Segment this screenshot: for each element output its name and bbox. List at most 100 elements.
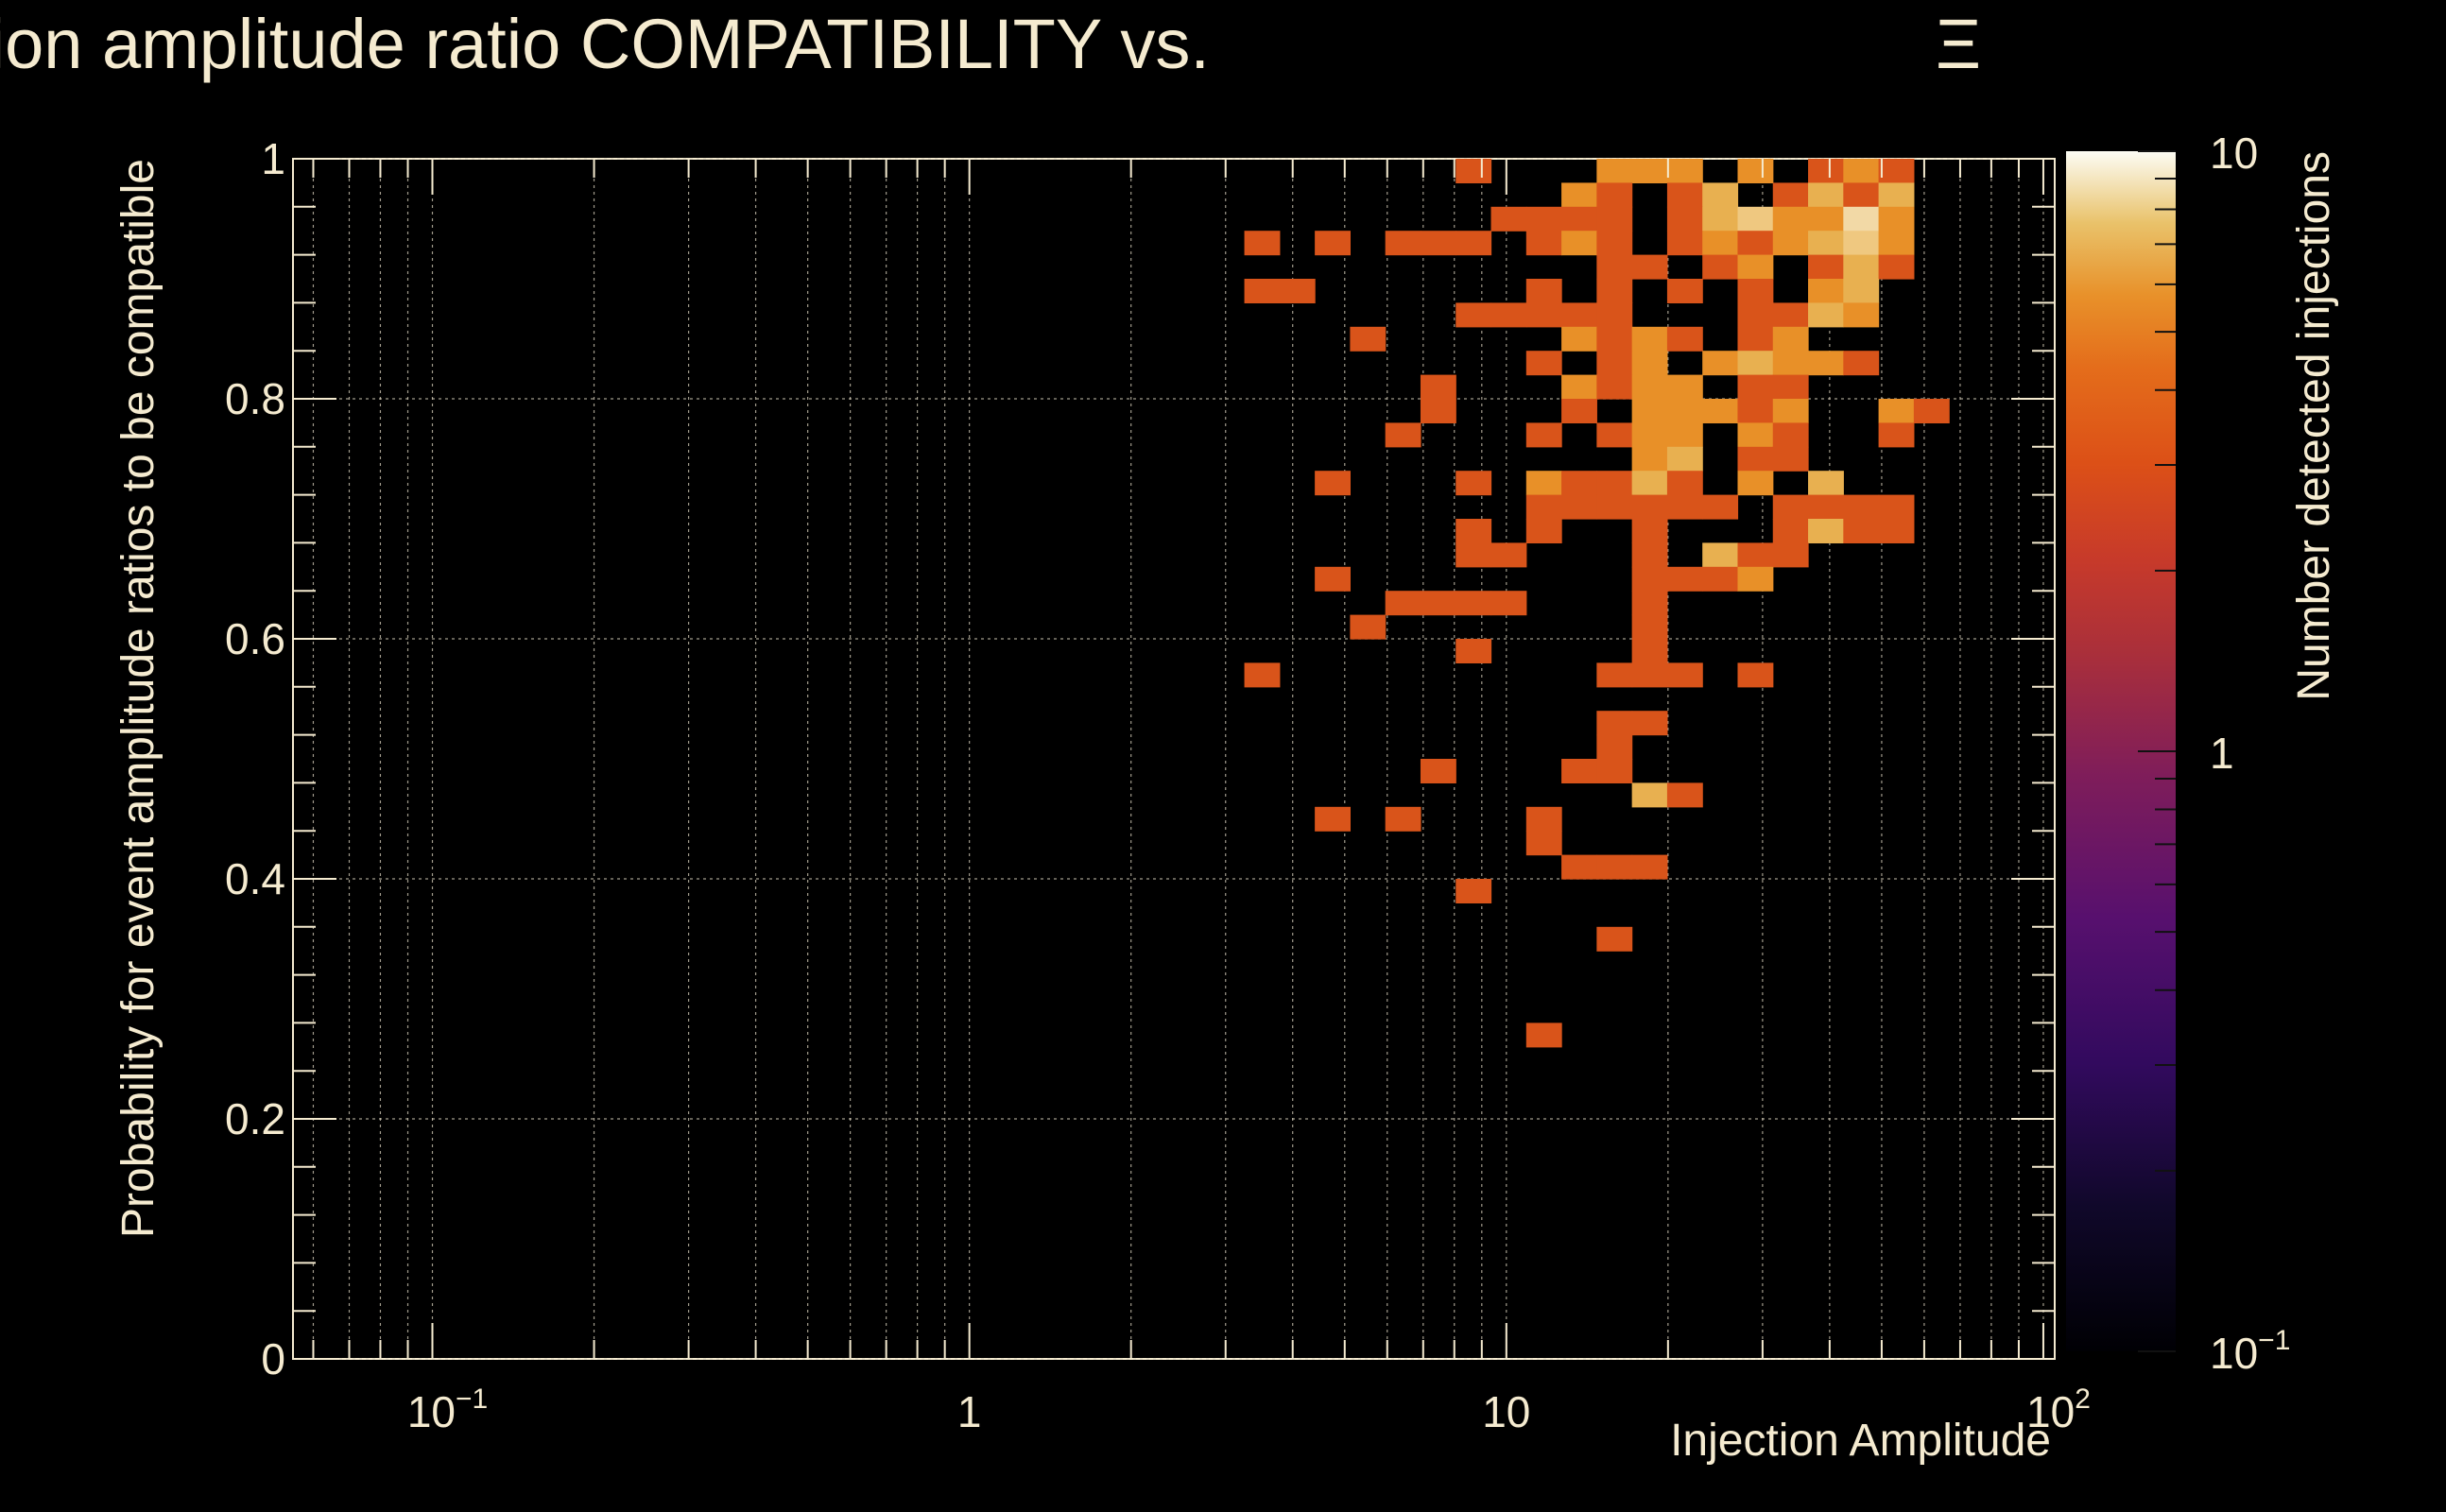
heatmap-cell (1491, 302, 1527, 327)
heatmap-cell (1667, 782, 1703, 807)
heatmap-cell (1702, 207, 1738, 232)
heatmap-cell (1561, 495, 1597, 520)
heatmap-cell (1737, 447, 1773, 472)
heatmap-cell (1596, 182, 1632, 207)
heatmap-cell (1702, 351, 1738, 375)
heatmap-cell (1737, 542, 1773, 567)
heatmap-cell (1596, 711, 1632, 735)
heatmap-cell (1808, 519, 1844, 543)
heatmap-cell (1526, 207, 1562, 232)
heatmap-cell (1773, 207, 1809, 232)
heatmap-cell (1843, 351, 1879, 375)
heatmap-cell (1737, 327, 1773, 352)
heatmap-cell (1386, 422, 1421, 447)
heatmap-cell (1561, 302, 1597, 327)
heatmap-cell (1808, 351, 1844, 375)
heatmap-cell (1386, 231, 1421, 255)
heatmap-cell (1667, 182, 1703, 207)
heatmap-cell (1843, 207, 1879, 232)
heatmap-cell (1315, 471, 1351, 495)
heatmap-cell (1667, 471, 1703, 495)
heatmap-cell (1526, 302, 1562, 327)
heatmap-cell (1808, 495, 1844, 520)
heatmap-cell (1667, 447, 1703, 472)
heatmap-cell (1456, 542, 1491, 567)
heatmap-cell (1879, 159, 1915, 183)
heatmap-cell (1386, 807, 1421, 832)
heatmap-cell (1456, 879, 1491, 903)
heatmap-cell (1879, 255, 1915, 280)
heatmap-cell (1808, 159, 1844, 183)
heatmap-cell (1456, 159, 1491, 183)
heatmap-cell (1421, 375, 1456, 400)
y-axis-title: Probability for event amplitude ratios t… (113, 159, 164, 1238)
heatmap-cell (1667, 159, 1703, 183)
heatmap-cell (1456, 231, 1491, 255)
z-tick-label: 1 (2210, 729, 2234, 778)
heatmap-cell (1667, 279, 1703, 303)
heatmap-cell (1561, 182, 1597, 207)
heatmap-cell (1737, 159, 1773, 183)
heatmap-cell (1280, 279, 1316, 303)
heatmap-cell (1561, 855, 1597, 880)
heatmap-cell (1737, 399, 1773, 423)
heatmap-cell (1632, 519, 1668, 543)
heatmap-cell (1843, 302, 1879, 327)
heatmap-cell (1737, 231, 1773, 255)
heatmap-cell (1808, 471, 1844, 495)
heatmap-cell (1843, 255, 1879, 280)
heatmap-cell (1632, 327, 1668, 352)
heatmap-cell (1350, 327, 1386, 352)
heatmap-cell (1526, 519, 1562, 543)
heatmap-cell (1421, 591, 1456, 615)
heatmap-cell (1632, 615, 1668, 640)
heatmap-cell (1596, 759, 1632, 783)
heatmap-cell (1596, 375, 1632, 400)
heatmap-cell (1596, 735, 1632, 760)
heatmap-cell (1632, 495, 1668, 520)
heatmap-cell (1421, 399, 1456, 423)
heatmap-cell (1596, 422, 1632, 447)
heatmap-cell (1596, 279, 1632, 303)
x-tick-label: 10−1 (407, 1383, 488, 1436)
heatmap-cell (1561, 399, 1597, 423)
heatmap-cell (1737, 422, 1773, 447)
heatmap-cell (1737, 375, 1773, 400)
heatmap-cell (1632, 351, 1668, 375)
heatmap-cell (1843, 279, 1879, 303)
y-tick-label: 0.4 (225, 854, 285, 903)
heatmap-cell (1702, 399, 1738, 423)
heatmap-cell (1702, 567, 1738, 592)
z-tick-label: 10 (2210, 129, 2258, 178)
heatmap-cell (1632, 782, 1668, 807)
heatmap-cell (1632, 855, 1668, 880)
heatmap-cell (1245, 662, 1281, 687)
heatmap-cell (1773, 422, 1809, 447)
heatmap-cell (1632, 591, 1668, 615)
heatmap-cell (1808, 255, 1844, 280)
heatmap-cell (1667, 327, 1703, 352)
heatmap-cell (1632, 542, 1668, 567)
heatmap-cell (1843, 519, 1879, 543)
heatmap-cell (1773, 495, 1809, 520)
heatmap-chart: Injection amplitude ratio COMPATIBILITY … (0, 0, 2446, 1512)
heatmap-cell (1632, 422, 1668, 447)
heatmap-cell (1667, 495, 1703, 520)
heatmap-cell (1596, 471, 1632, 495)
heatmap-cell (1421, 759, 1456, 783)
heatmap-cell (1632, 639, 1668, 663)
heatmap-cell (1561, 375, 1597, 400)
heatmap-cell (1667, 375, 1703, 400)
heatmap-cell (1561, 327, 1597, 352)
heatmap-cell (1596, 927, 1632, 952)
heatmap-cell (1773, 375, 1809, 400)
heatmap-cell (1596, 255, 1632, 280)
z-tick-label: 10−1 (2210, 1325, 2290, 1378)
heatmap-cell (1456, 519, 1491, 543)
heatmap-cell (1526, 231, 1562, 255)
x-axis-title: Injection Amplitude (1670, 1416, 2051, 1466)
heatmap-cell (1315, 807, 1351, 832)
heatmap-cell (1315, 231, 1351, 255)
heatmap-cell (1773, 182, 1809, 207)
heatmap-cell (1773, 447, 1809, 472)
